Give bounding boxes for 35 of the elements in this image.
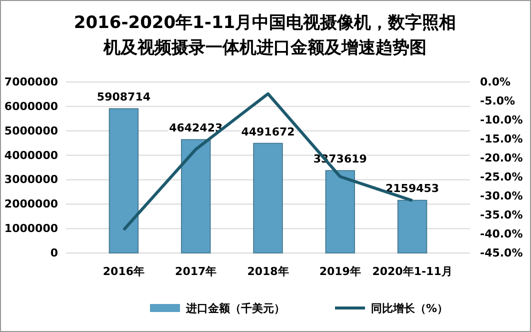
bar (397, 200, 428, 254)
bar (253, 142, 283, 254)
y-tick-label: 3000000 (4, 173, 58, 186)
y2-tick-label: -45.0% (480, 246, 523, 260)
data-label: 2159453 (385, 182, 440, 196)
x-tick-label: 2019年 (319, 264, 361, 278)
y-tick-label: 5000000 (4, 124, 58, 138)
y2-tick-label: 0.0% (480, 76, 511, 89)
data-label: 5908714 (96, 90, 151, 104)
y-tick-label: 6000000 (4, 100, 58, 113)
legend-label: 同比增长（%） (371, 302, 448, 315)
x-tick-label: 2017年 (175, 264, 217, 278)
y2-tick-label: -20.0% (480, 152, 523, 165)
legend-label: 进口金额（千美元） (185, 302, 285, 315)
y2-tick-label: -5.0% (480, 94, 516, 108)
data-label: 4491672 (241, 125, 295, 138)
y2-tick-label: -30.0% (480, 190, 523, 203)
bar (325, 170, 355, 254)
y-tick-label: 0 (50, 246, 58, 260)
y2-tick-label: -15.0% (480, 132, 523, 146)
bar (108, 108, 139, 254)
y2-tick-label: -35.0% (480, 208, 523, 222)
y-tick-label: 7000000 (4, 76, 58, 89)
y-tick-label: 2000000 (4, 198, 58, 211)
chart-title: 2016-2020年1-11月中国电视摄像机，数字照相机及视频摄录一体机进口金额及增速趋势图 (74, 13, 456, 58)
y2-tick-label: -25.0% (480, 170, 523, 184)
y-tick-label: 1000000 (4, 222, 58, 236)
y2-tick-label: -10.0% (480, 114, 523, 127)
x-tick-label: 2016年 (102, 264, 145, 278)
data-label: 4642423 (169, 122, 223, 135)
x-tick-label: 2018年 (247, 264, 289, 278)
bar (181, 139, 211, 254)
y-tick-label: 4000000 (4, 148, 58, 162)
x-tick-label: 2020年1-11月 (372, 264, 452, 278)
y2-tick-label: -40.0% (480, 228, 523, 241)
